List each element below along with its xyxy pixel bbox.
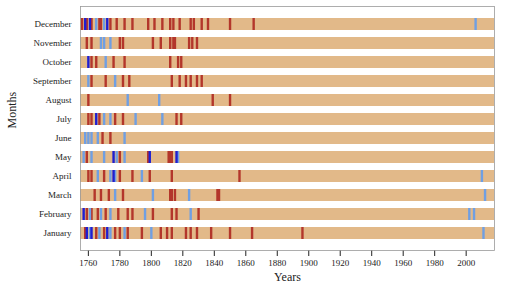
- svg-text:1800: 1800: [142, 258, 161, 268]
- svg-text:1880: 1880: [268, 258, 287, 268]
- svg-text:Years: Years: [274, 270, 301, 284]
- svg-text:1760: 1760: [79, 258, 98, 268]
- svg-text:August: August: [45, 95, 72, 105]
- svg-text:Months: Months: [5, 91, 19, 128]
- svg-text:May: May: [55, 152, 72, 162]
- svg-text:1820: 1820: [174, 258, 193, 268]
- svg-text:February: February: [39, 209, 72, 219]
- svg-text:1780: 1780: [111, 258, 129, 268]
- svg-text:1940: 1940: [363, 258, 382, 268]
- svg-text:March: March: [48, 190, 72, 200]
- svg-text:1860: 1860: [237, 258, 256, 268]
- svg-text:December: December: [35, 19, 72, 29]
- svg-text:1960: 1960: [394, 258, 413, 268]
- svg-text:1980: 1980: [426, 258, 445, 268]
- svg-text:1840: 1840: [205, 258, 224, 268]
- svg-text:October: October: [43, 57, 72, 67]
- svg-text:June: June: [55, 133, 72, 143]
- svg-text:September: September: [33, 76, 72, 86]
- svg-text:January: January: [44, 228, 72, 238]
- svg-text:2000: 2000: [457, 258, 476, 268]
- svg-text:1920: 1920: [331, 258, 350, 268]
- svg-text:July: July: [56, 114, 72, 124]
- svg-text:1900: 1900: [300, 258, 319, 268]
- svg-text:November: November: [34, 38, 72, 48]
- svg-text:April: April: [53, 171, 72, 181]
